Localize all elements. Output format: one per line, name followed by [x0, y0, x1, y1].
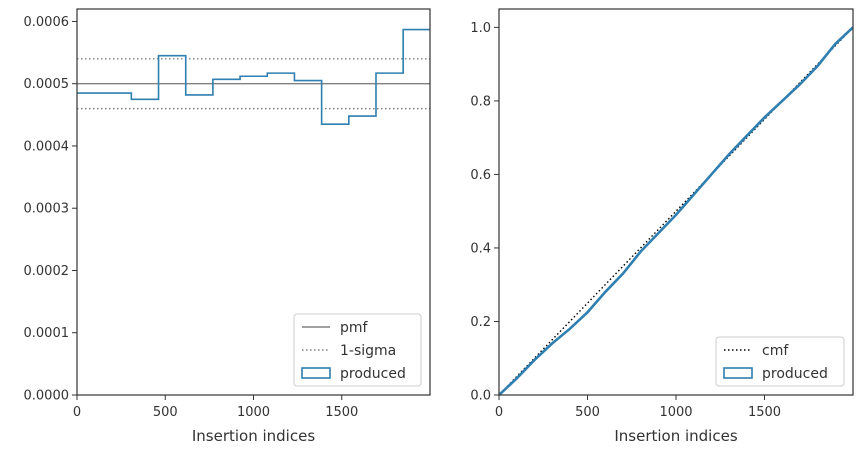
- plot-area: [77, 28, 430, 125]
- x-tick-label: 500: [575, 405, 600, 420]
- legend: pmf 1-sigma produced: [293, 313, 422, 387]
- left-chart-panel: 0 500 1000 1500 0.0000 0.0001 0.0002 0.0003 0.00…: [24, 8, 431, 445]
- legend: cmf produced: [715, 336, 845, 387]
- legend-label: produced: [340, 366, 406, 382]
- x-tick-label: 1500: [748, 405, 781, 420]
- legend-label: 1-sigma: [340, 343, 396, 359]
- x-tick-label: 1500: [325, 405, 358, 420]
- y-tick-label: 0.0005: [24, 77, 70, 92]
- y-tick-label: 0.0006: [24, 15, 70, 30]
- x-tick-label: 0: [495, 405, 503, 420]
- legend-label: pmf: [340, 320, 369, 336]
- y-tick-label: 0.2: [470, 315, 491, 330]
- y-tick-label: 0.0000: [24, 389, 70, 404]
- right-chart-panel: 0 500 1000 1500 0.0 0.2 0.4 0.6 0.8 1.0 Insertion …: [470, 8, 854, 445]
- x-tick-label: 500: [153, 405, 178, 420]
- y-tick-label: 1.0: [470, 21, 491, 36]
- x-tick-label: 1000: [659, 405, 692, 420]
- y-tick-label: 0.8: [470, 94, 491, 109]
- x-axis-label: Insertion indices: [192, 427, 315, 445]
- y-tick-label: 0.6: [470, 168, 491, 183]
- y-tick-label: 0.0004: [24, 139, 70, 154]
- legend-produced-swatch: [723, 367, 753, 379]
- y-tick-label: 0.4: [470, 241, 491, 256]
- x-tick-label: 1000: [237, 405, 270, 420]
- y-tick-label: 0.0002: [24, 264, 70, 279]
- legend-produced-swatch: [301, 367, 331, 379]
- series-produced-line: [499, 26, 853, 395]
- legend-box: [715, 336, 845, 387]
- x-tick-label: 0: [73, 405, 81, 420]
- y-tick-label: 0.0: [470, 389, 491, 404]
- plot-area: [499, 26, 853, 395]
- legend-label: cmf: [762, 343, 789, 359]
- series-produced-line: [77, 28, 430, 125]
- x-axis-label: Insertion indices: [614, 427, 737, 445]
- y-tick-label: 0.0001: [24, 326, 70, 341]
- y-tick-label: 0.0003: [24, 202, 70, 217]
- legend-label: produced: [762, 366, 828, 382]
